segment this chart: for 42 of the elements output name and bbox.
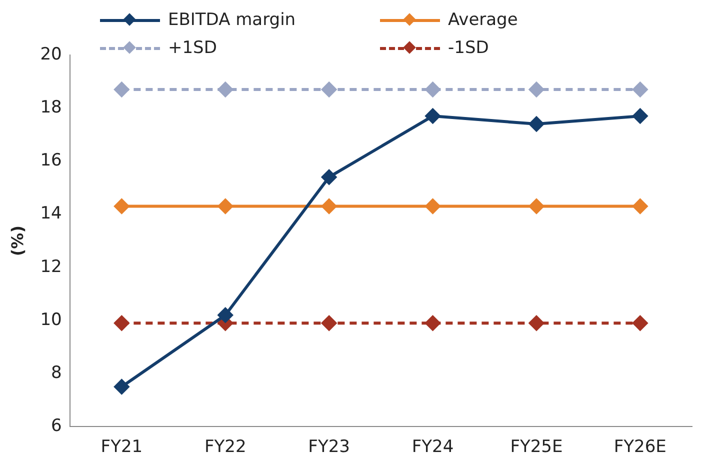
y-axis-title: (%) [8, 225, 27, 256]
point [322, 316, 337, 331]
point [632, 198, 648, 214]
y-tick-label: 16 [40, 150, 62, 171]
x-tick-label: FY23 [308, 437, 350, 458]
point [528, 198, 544, 214]
y-tick-label: 20 [40, 44, 62, 64]
point [218, 198, 233, 214]
point [632, 108, 648, 124]
legend-label: EBITDA margin [168, 10, 296, 30]
point [528, 82, 544, 98]
y-tick-label: 12 [40, 256, 62, 277]
point [322, 198, 337, 214]
point [528, 316, 544, 331]
y-tick-label: 10 [40, 310, 62, 330]
point [632, 82, 648, 98]
point [632, 316, 648, 331]
point [114, 379, 130, 394]
legend-label: +1SD [168, 38, 217, 58]
point [114, 82, 130, 98]
point [218, 308, 233, 323]
y-tick-label: 8 [51, 362, 62, 383]
point [322, 82, 337, 98]
x-tick-label: FY22 [204, 437, 246, 458]
point [425, 316, 440, 331]
y-tick-label: 18 [40, 98, 62, 118]
y-tick-label: 6 [51, 416, 62, 436]
point [425, 82, 440, 98]
point [425, 108, 440, 124]
y-tick-label: 14 [40, 204, 62, 224]
x-tick-label: FY25E [510, 437, 563, 458]
point [114, 316, 130, 331]
legend-label: -1SD [448, 38, 489, 58]
x-tick-label: FY24 [412, 437, 454, 458]
point [425, 198, 440, 214]
legend-label: Average [448, 10, 518, 30]
x-tick-label: FY26E [614, 437, 666, 458]
point [528, 116, 544, 132]
point [218, 82, 233, 98]
x-tick-label: FY21 [100, 437, 143, 458]
point [114, 198, 130, 214]
point [322, 170, 337, 185]
